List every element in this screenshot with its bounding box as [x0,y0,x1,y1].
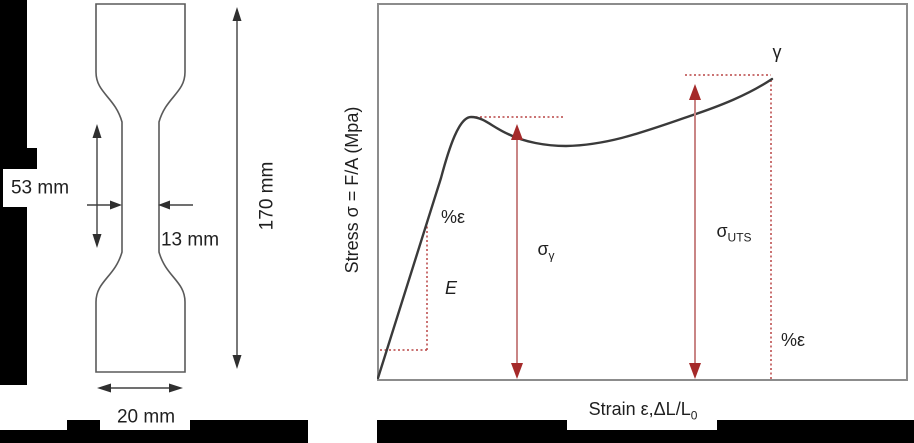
bottom-black-bar-4 [377,420,567,443]
yield-stress-label: σγ [537,239,554,262]
specimen-diagram [87,3,242,393]
x-axis-label-subscript: 0 [690,408,698,423]
elastic-strain-label: %ε [440,207,466,227]
specimen-outline [95,3,186,373]
bottom-black-bar-1 [67,420,100,430]
x-axis-label: Strain ε,ΔL/L0 [588,399,698,422]
left-black-strip-step [0,148,37,169]
bottom-black-bar-6 [717,420,914,443]
bottom-black-bar-5 [567,430,717,443]
bottom-black-bar-2 [190,420,308,430]
uts-subscript: UTS [727,230,752,245]
uts-stress-label: σUTS [716,221,751,244]
stress-strain-curve [377,77,774,380]
dotted-guides [380,74,772,379]
uts-sigma-symbol: σ [716,221,728,241]
yield-sigma-symbol: σ [537,239,549,259]
yield-stress-arrow [511,124,523,379]
stress-strain-plot [377,74,774,380]
grip-width-arrow [97,383,183,393]
x-axis-label-main: Strain ε,ΔL/L [588,399,691,419]
modulus-label: E [444,278,458,298]
grip-width-label: 20 mm [116,406,176,428]
neck-width-arrow-right [158,200,193,210]
gauge-length-label: 53 mm [10,177,70,199]
gauge-length-arrow [92,124,102,248]
stress-strain-chart [377,3,908,381]
total-length-label: 170 mm [256,161,278,231]
gauge-length-label-box [3,169,77,207]
neck-width-arrow-left [87,200,122,210]
uts-stress-arrow [689,84,701,379]
neck-width-label: 13 mm [160,229,220,251]
total-length-arrow [232,7,242,369]
yield-subscript: γ [548,248,555,263]
y-axis-label: Stress σ = F/A (Mpa) [342,106,362,274]
fracture-point-label: γ [772,42,782,62]
necking-strain-label: %ε [780,330,806,350]
bottom-black-bar-3 [0,430,308,443]
